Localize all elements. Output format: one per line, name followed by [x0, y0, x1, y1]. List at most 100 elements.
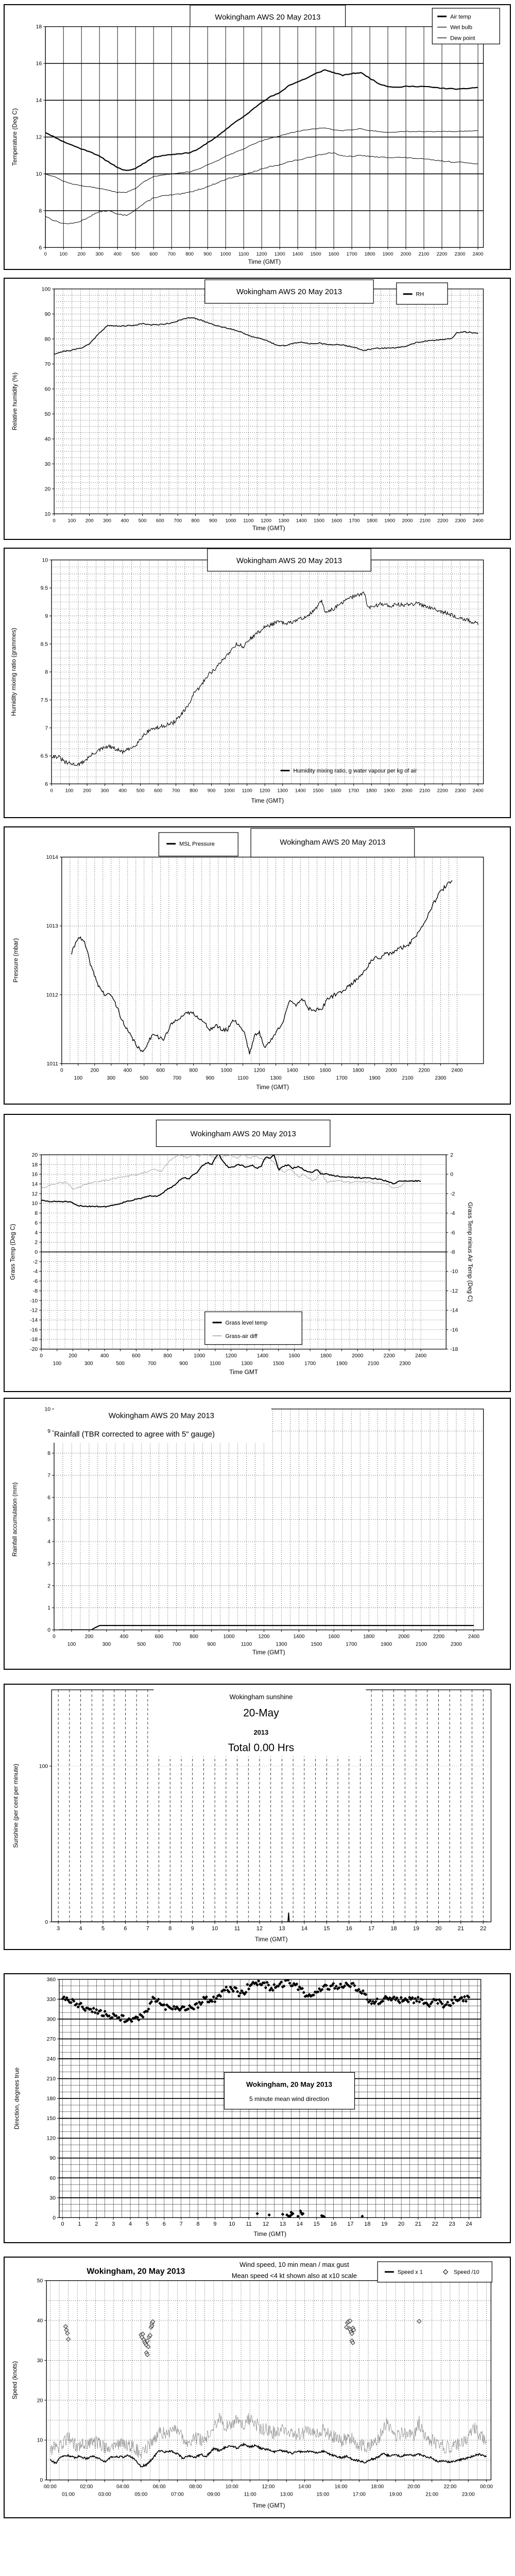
diamond-marker [65, 2336, 71, 2342]
rainfall-y-tick: 2 [47, 1583, 50, 1589]
rainfall-x-tick: 1800 [363, 1634, 375, 1639]
wind-direction-x-tick: 17 [347, 2221, 353, 2227]
diamond-marker [322, 2215, 326, 2218]
rainfall-x-axis-label: Time (GMT) [252, 1649, 285, 1656]
humidity-x-tick: 2300 [455, 517, 466, 523]
diamond-marker [199, 2003, 203, 2006]
humidity-y-tick: 90 [45, 312, 51, 317]
grass-temp-x-tick: 900 [179, 1361, 188, 1366]
temperature-y-tick: 18 [36, 24, 42, 30]
grass-temp-y-tick: 4 [35, 1230, 38, 1236]
grass-temp-title-box [156, 1120, 331, 1147]
grass-temp-y2-tick: -4 [450, 1211, 455, 1216]
wind-speed-series-10-min-mean [50, 2442, 487, 2468]
mixing-ratio-x-tick: 500 [136, 787, 145, 793]
diamond-marker [374, 1999, 377, 2004]
sunshine-x-tick: 21 [458, 1925, 464, 1931]
mixing-ratio-series-group [52, 591, 478, 766]
mixing-ratio-title-text: Wokingham AWS 20 May 2013 [236, 557, 342, 565]
temperature-y-tick: 8 [39, 208, 42, 214]
grass-temp-y-tick: 12 [32, 1191, 38, 1197]
humidity-series-group [54, 317, 478, 355]
diamond-marker [442, 2269, 449, 2275]
grass-temp-y2-tick: -18 [450, 1347, 458, 1352]
sunshine-y-tick: 0 [45, 1920, 48, 1925]
wind-speed-x-tick: 06:00 [153, 2484, 166, 2489]
grass-temp-y-tick: 0 [35, 1249, 38, 1255]
pressure-x-tick: 1200 [254, 1067, 266, 1073]
grass-temp-x-tick: 0 [40, 1353, 43, 1359]
wind-direction-x-tick: 5 [146, 2221, 149, 2227]
grass-temp-y2-tick: -14 [450, 1308, 458, 1314]
mixing-ratio-x-tick: 1000 [224, 787, 235, 793]
grass-temp-x-tick: 800 [164, 1353, 173, 1359]
diamond-marker [235, 1990, 239, 1993]
mixing-ratio-y-tick: 7.5 [41, 698, 48, 703]
panel-wind-speed: 00:00 01:00 02:00 03:00 04:00 05:00 06:00 07:00… [4, 2257, 511, 2518]
wind-speed-y-tick: 40 [37, 2318, 43, 2324]
grass-temp-legend-label: Grass-air diff [225, 1333, 258, 1340]
rainfall-x-tick: 900 [207, 1641, 216, 1647]
mixing-ratio-y-tick: 9.5 [41, 586, 48, 591]
pressure-x-tick: 900 [205, 1075, 214, 1081]
diamond-marker [255, 1983, 259, 1987]
wind-speed-x-tick: 11:00 [244, 2492, 257, 2497]
diamond-marker [223, 1988, 227, 1992]
wind-speed-x-tick: 13:00 [280, 2492, 293, 2497]
grass-temp-chart: 0100200300400500600700800900100011001200… [9, 1120, 474, 1376]
grass-temp-y-tick: -18 [30, 1337, 38, 1343]
humidity-y-tick: 20 [45, 486, 51, 492]
diamond-marker [191, 2006, 194, 2010]
diamond-marker [410, 1996, 414, 1999]
wind-direction-title-text: Wokingham, 20 May 2013 [246, 2080, 332, 2088]
diamond-marker [122, 2014, 125, 2018]
mixing-ratio-x-tick: 1600 [331, 787, 341, 793]
humidity-chart: 0 100 200 300 400 500 600 700 800 900 1000 1100 1200… [11, 279, 484, 532]
rainfall-y-tick: 8 [47, 1451, 50, 1456]
wind-direction-x-tick: 22 [432, 2221, 438, 2227]
mixing-ratio-legend-label: Humidity mixing ratio, g water vapour pe… [293, 768, 417, 774]
diamond-marker [278, 1982, 282, 1986]
diamond-marker [462, 1995, 467, 1998]
diamond-marker [359, 1991, 364, 1995]
diamond-marker [264, 1986, 268, 1990]
panel-air-temperature: 0 100 200 300 400 500 600 700 800 900 1000 1100 1200… [4, 4, 511, 270]
diamond-marker [179, 2007, 183, 2010]
temperature-legend-label: Wet bulb [450, 25, 472, 31]
diamond-marker [176, 2007, 180, 2011]
grass-temp-y-tick: 18 [32, 1162, 38, 1168]
temperature-x-tick: 2200 [437, 251, 448, 257]
diamond-marker [461, 1999, 465, 2003]
wind-speed-series-group [49, 2318, 487, 2468]
rainfall-x-tick: 100 [67, 1641, 76, 1647]
diamond-marker [353, 1984, 356, 1988]
sunshine-title-text: 2013 [254, 1728, 269, 1736]
diamond-marker [189, 2006, 193, 2009]
diamond-marker [375, 1997, 379, 2001]
diamond-marker [399, 1995, 403, 1999]
temperature-y-tick: 16 [36, 61, 42, 67]
diamond-marker [255, 2212, 259, 2215]
diamond-marker [333, 1987, 337, 1990]
diamond-marker [160, 2003, 163, 2007]
wind-speed-legend-label: Speed x 1 [398, 2269, 423, 2276]
sunshine-title-text: Total 0.00 Hrs [228, 1742, 294, 1754]
panel-msl-pressure: 0 100 200 300 400 500 600 700 800 900 1000 1100 1200… [4, 826, 511, 1105]
rainfall-x-tick: 1200 [258, 1634, 270, 1639]
rainfall-x-tick: 300 [102, 1641, 111, 1647]
panel-rainfall: 0 100 200 300 400 500 600 700 800 900 1000 1100 1200… [4, 1398, 511, 1670]
sunshine-x-tick: 11 [234, 1925, 240, 1931]
mixing-ratio-x-tick: 1500 [313, 787, 323, 793]
grass-temp-series-group [41, 1155, 421, 1208]
pressure-title-text: Wokingham AWS 20 May 2013 [280, 839, 385, 847]
panel-mixing-ratio: 0 100 200 300 400 500 600 700 800 900 1000 1100 1200… [4, 548, 511, 818]
rainfall-y-tick: 3 [47, 1561, 50, 1567]
wind-direction-x-tick: 2 [95, 2221, 98, 2227]
grass-temp-title-text: Wokingham AWS 20 May 2013 [191, 1130, 296, 1139]
rainfall-x-tick: 1300 [276, 1641, 287, 1647]
grass-temp-x-tick: 1200 [226, 1353, 237, 1359]
pressure-x-tick: 1100 [237, 1075, 249, 1081]
humidity-x-tick: 1700 [349, 517, 360, 523]
mixing-ratio-x-tick: 1400 [295, 787, 306, 793]
diamond-marker [101, 2014, 106, 2018]
